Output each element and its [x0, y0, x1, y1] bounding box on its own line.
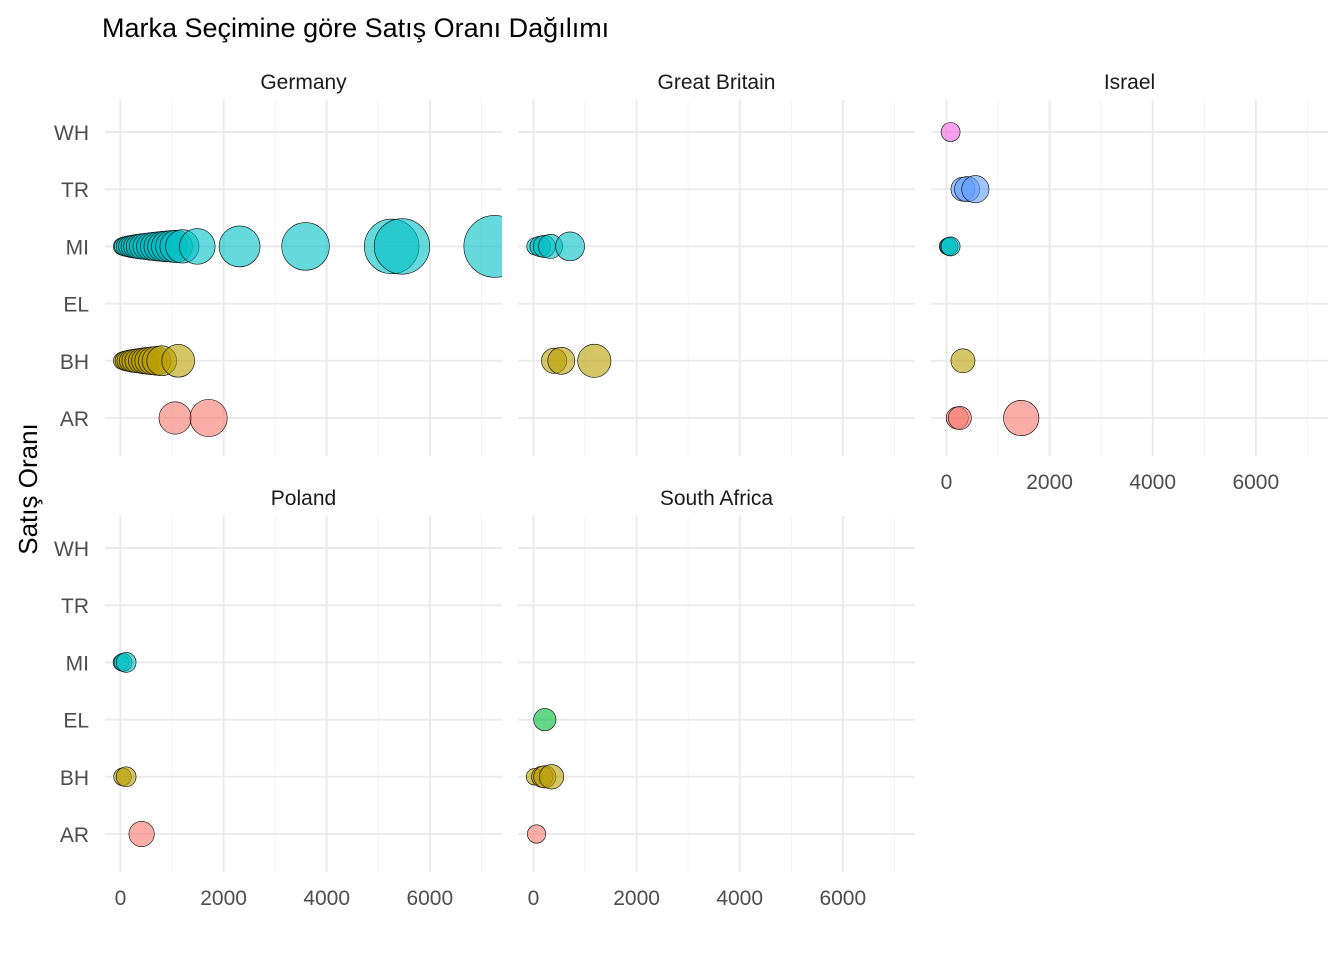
facet-panels: Germany AR BH EL MI TR WH Great Britain Israel 0 2… [54, 71, 1328, 910]
y-tick-label: BH [60, 351, 89, 374]
bubble-point-ar [189, 399, 228, 437]
bubble-point-bh [950, 348, 976, 374]
bubble-point-mi [218, 225, 261, 268]
x-tick-label: 0 [115, 887, 127, 910]
bubble-point-ar [948, 406, 972, 430]
bubble-point-ar [128, 821, 155, 847]
y-tick-label: EL [63, 294, 89, 317]
y-tick-label: EL [63, 710, 89, 733]
x-tick-label: 2000 [1026, 471, 1073, 494]
bubble-point-el [533, 708, 557, 732]
facet-strip-label: Poland [271, 487, 336, 510]
bubble-point-tr [961, 175, 990, 204]
bubble-point-bh [547, 346, 576, 375]
bubble-layer [938, 122, 1040, 436]
bubble-point-mi [373, 218, 431, 275]
y-tick-label: BH [60, 767, 89, 790]
bubble-point-bh [115, 766, 137, 788]
facet-strip-label: Great Britain [658, 71, 776, 94]
panel-israel: Israel 0 2000 4000 6000 [931, 71, 1328, 494]
bubble-point-ar [1003, 400, 1040, 436]
bubble-point-mi [115, 652, 137, 673]
y-tick-label: WH [54, 122, 89, 145]
panel-poland: Poland AR BH EL MI TR WH 0 2000 4000 6000 [54, 487, 502, 910]
y-tick-label: AR [60, 408, 89, 431]
facet-strip-label: South Africa [660, 487, 774, 510]
x-tick-label: 6000 [406, 887, 453, 910]
bubble-layer [525, 708, 565, 844]
panel-germany: Germany AR BH EL MI TR WH [54, 71, 502, 456]
x-tick-label: 4000 [716, 887, 763, 910]
bubble-point-mi [179, 228, 216, 265]
bubble-point-ar [158, 401, 192, 435]
bubble-point-mi [555, 231, 585, 262]
y-tick-label: TR [61, 595, 89, 618]
y-tick-label: MI [66, 652, 89, 675]
x-tick-label: 6000 [819, 887, 866, 910]
x-tick-label: 0 [528, 887, 540, 910]
bubble-point-bh [538, 764, 565, 790]
y-tick-label: AR [60, 824, 89, 847]
x-tick-label: 2000 [613, 887, 660, 910]
bubble-layer [526, 231, 612, 378]
y-axis-label: Satış Oranı [13, 423, 43, 555]
panel-south-africa: South Africa 0 2000 4000 6000 [518, 487, 915, 910]
bubble-point-mi [463, 215, 502, 278]
bubble-layer [112, 215, 502, 437]
bubble-point-ar [527, 824, 547, 844]
panel-great-britain: Great Britain [518, 71, 915, 456]
y-tick-label: MI [66, 236, 89, 259]
x-tick-label: 6000 [1232, 471, 1279, 494]
bubble-layer [112, 652, 155, 847]
bubble-point-wh [940, 122, 961, 142]
facet-strip-label: Israel [1104, 71, 1155, 94]
x-tick-label: 4000 [1129, 471, 1176, 494]
x-tick-label: 2000 [200, 887, 247, 910]
bubble-point-bh [161, 344, 195, 378]
chart-title: Marka Seçimine göre Satış Oranı Dağılımı [102, 13, 609, 43]
x-tick-label: 0 [941, 471, 953, 494]
bubble-point-mi [940, 236, 961, 257]
facet-strip-label: Germany [260, 71, 347, 94]
y-tick-label: TR [61, 179, 89, 202]
bubble-point-mi [281, 222, 330, 271]
y-tick-label: WH [54, 538, 89, 561]
bubble-point-bh [577, 343, 612, 378]
x-tick-label: 4000 [303, 887, 350, 910]
